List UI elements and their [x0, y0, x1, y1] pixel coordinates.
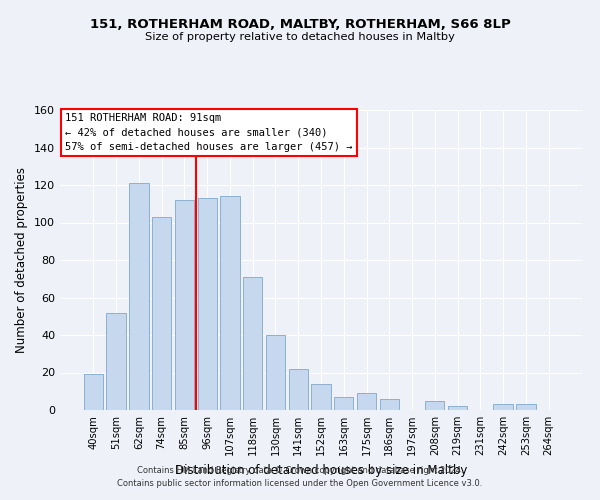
Bar — [175, 200, 194, 410]
Bar — [220, 196, 239, 410]
Text: 151 ROTHERHAM ROAD: 91sqm
← 42% of detached houses are smaller (340)
57% of semi: 151 ROTHERHAM ROAD: 91sqm ← 42% of detac… — [65, 113, 353, 152]
Bar — [311, 384, 331, 410]
Bar — [425, 400, 445, 410]
Bar — [243, 277, 262, 410]
Bar — [197, 198, 217, 410]
Bar — [129, 183, 149, 410]
Y-axis label: Number of detached properties: Number of detached properties — [16, 167, 28, 353]
Bar — [266, 335, 285, 410]
Text: Contains HM Land Registry data © Crown copyright and database right 2024.
Contai: Contains HM Land Registry data © Crown c… — [118, 466, 482, 487]
Bar — [493, 404, 513, 410]
Bar — [357, 393, 376, 410]
Bar — [289, 369, 308, 410]
Bar — [380, 399, 399, 410]
Bar — [106, 312, 126, 410]
Bar — [448, 406, 467, 410]
X-axis label: Distribution of detached houses by size in Maltby: Distribution of detached houses by size … — [175, 464, 467, 476]
Text: 151, ROTHERHAM ROAD, MALTBY, ROTHERHAM, S66 8LP: 151, ROTHERHAM ROAD, MALTBY, ROTHERHAM, … — [89, 18, 511, 30]
Bar — [152, 217, 172, 410]
Bar — [516, 404, 536, 410]
Text: Size of property relative to detached houses in Maltby: Size of property relative to detached ho… — [145, 32, 455, 42]
Bar — [84, 374, 103, 410]
Bar — [334, 397, 353, 410]
